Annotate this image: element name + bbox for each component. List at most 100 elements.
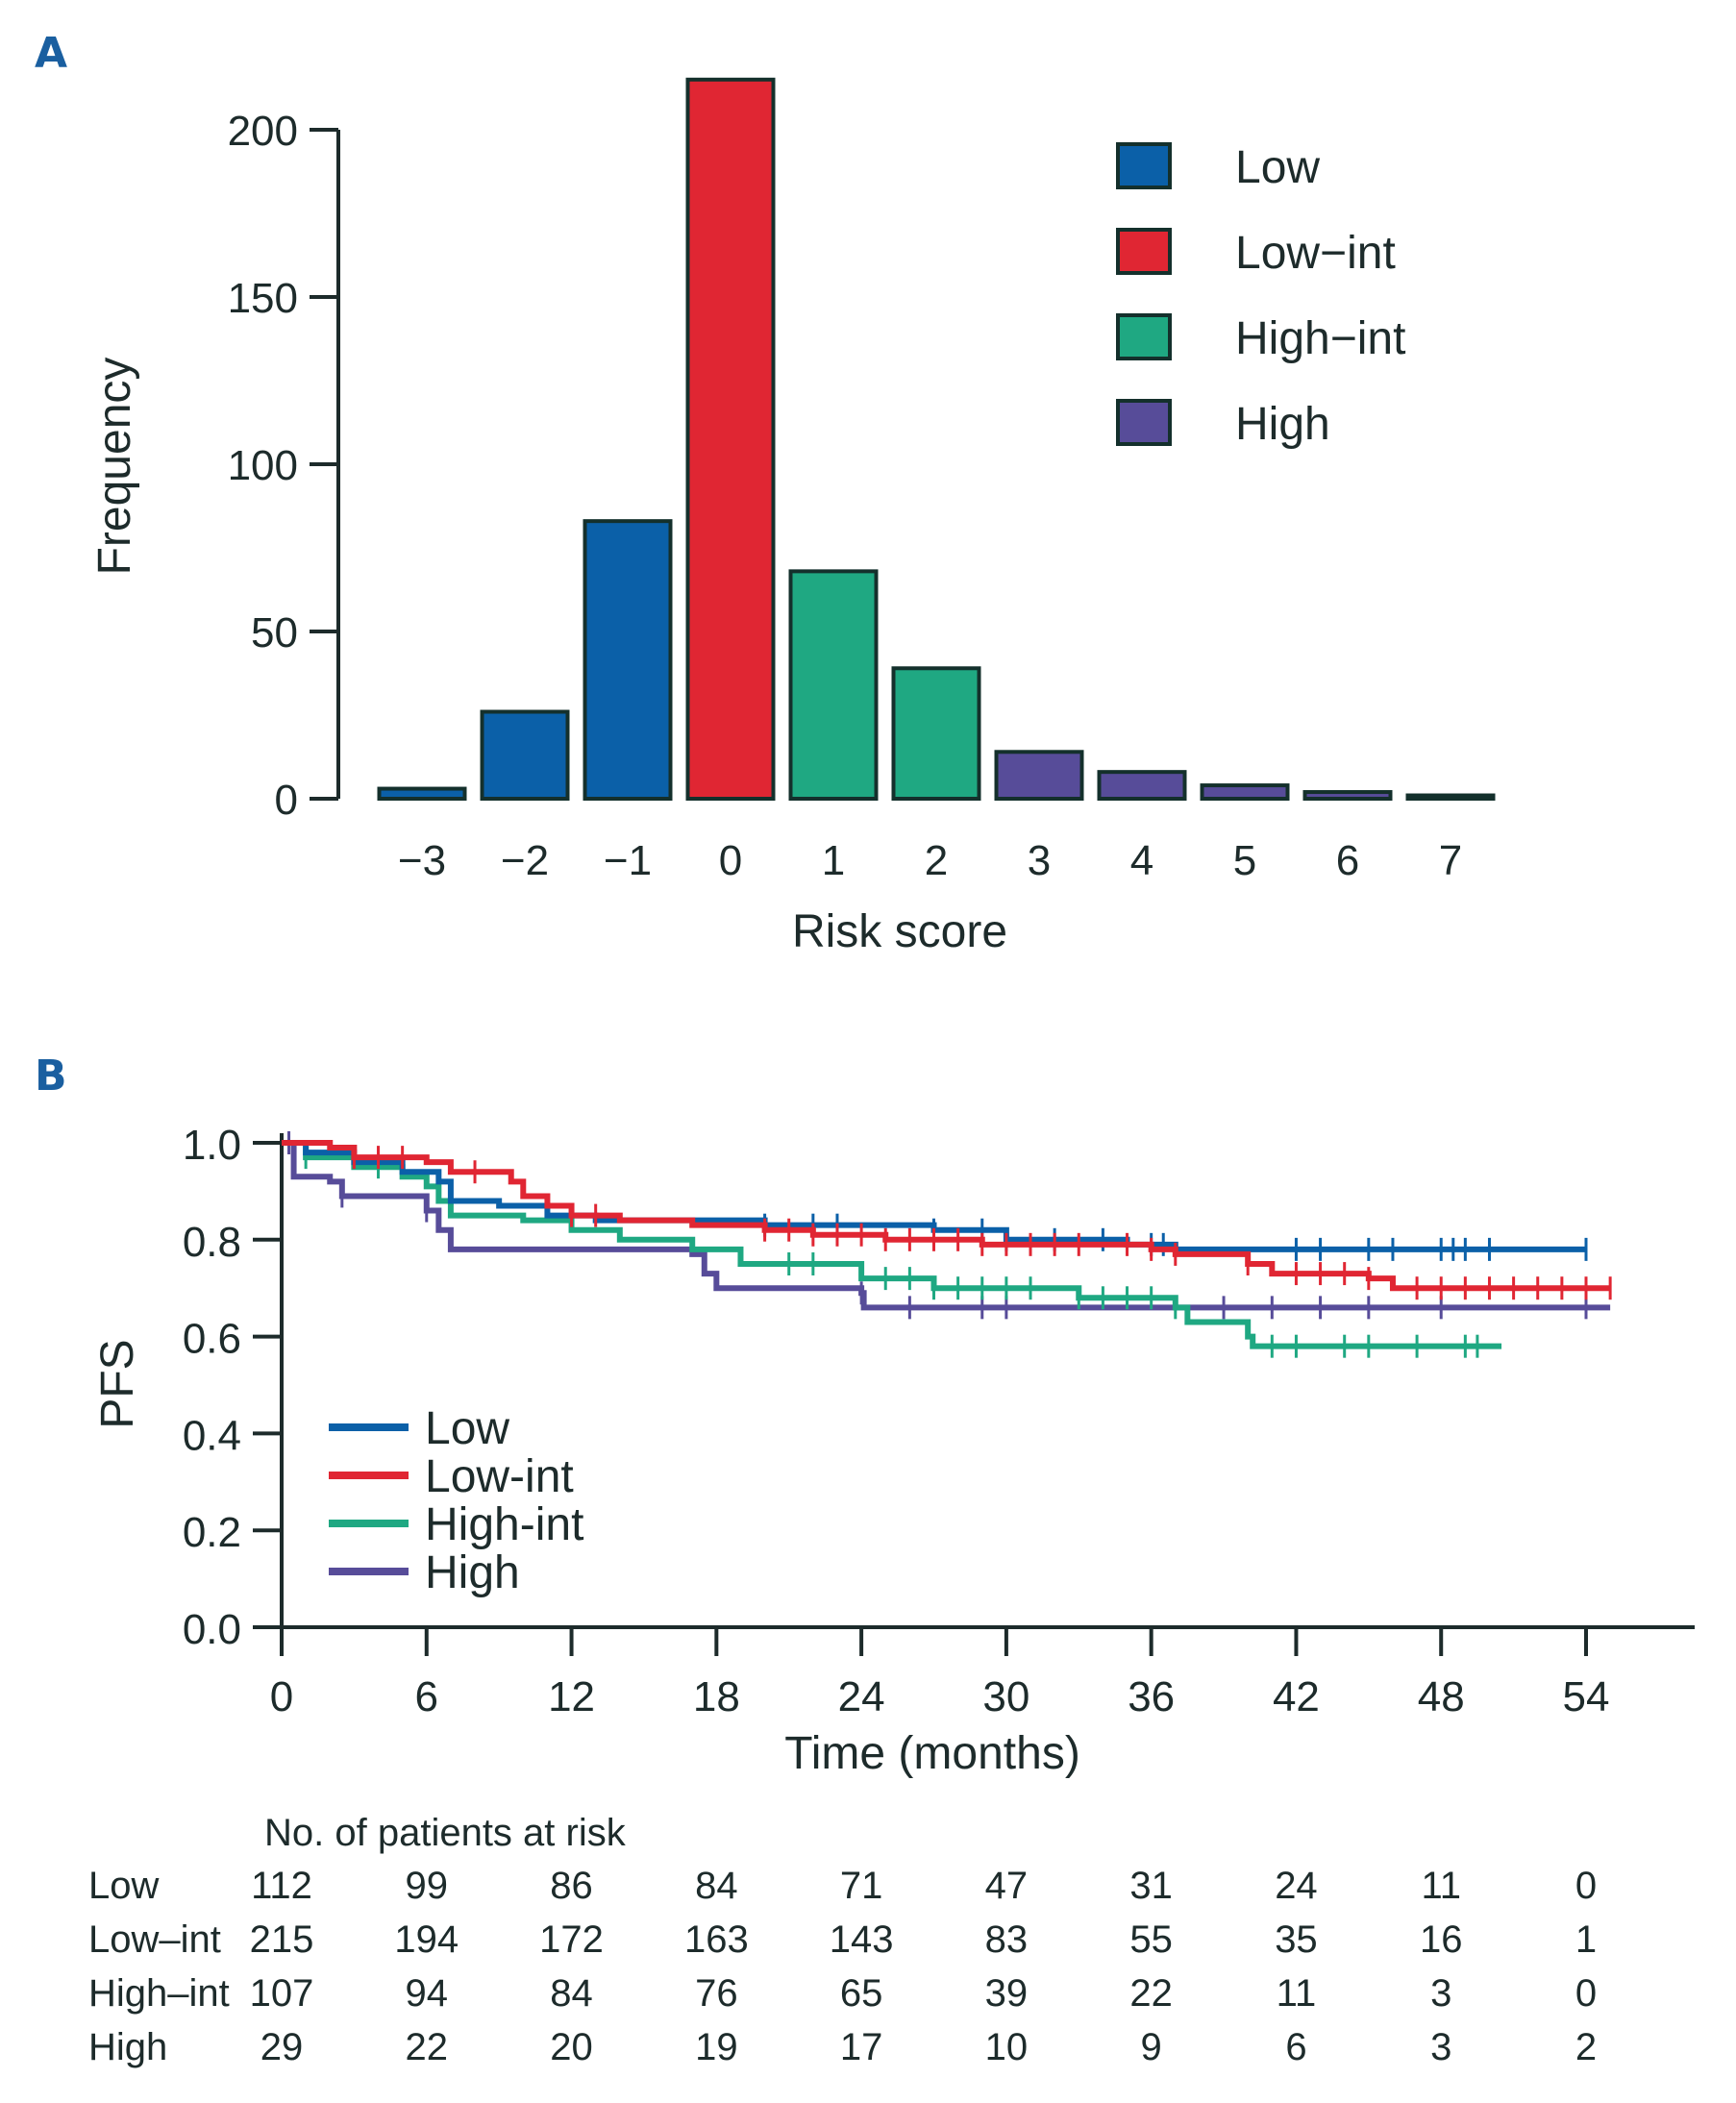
x-tick-label: −1 bbox=[604, 837, 652, 884]
risk-count: 22 bbox=[1129, 1972, 1173, 2015]
y-axis-label: Frequency bbox=[89, 358, 140, 576]
y-tick-label: 50 bbox=[251, 609, 298, 656]
legend-swatch bbox=[1116, 313, 1172, 360]
risk-count: 24 bbox=[1275, 1865, 1318, 1907]
legend-label: Low bbox=[1235, 142, 1320, 193]
risk-count: 11 bbox=[1277, 1972, 1317, 2015]
y-tick-label: 1.0 bbox=[183, 1122, 241, 1169]
x-tick-label: 2 bbox=[925, 837, 948, 884]
panel-label-b: B bbox=[35, 1052, 67, 1101]
risk-count: 0 bbox=[1575, 1972, 1597, 2015]
x-tick-label: 1 bbox=[822, 837, 845, 884]
risk-row-label: High bbox=[88, 2026, 167, 2068]
risk-row-label: High–int bbox=[88, 1972, 230, 2015]
risk-count: 84 bbox=[550, 1972, 593, 2015]
x-tick-label: 4 bbox=[1130, 837, 1153, 884]
risk-count: 29 bbox=[260, 2026, 304, 2068]
x-tick-label: 48 bbox=[1418, 1673, 1465, 1720]
risk-count: 84 bbox=[695, 1865, 738, 1907]
risk-count: 10 bbox=[985, 2026, 1029, 2068]
risk-count: 22 bbox=[406, 2026, 449, 2068]
risk-count: 19 bbox=[695, 2026, 738, 2068]
risk-count: 3 bbox=[1430, 2026, 1451, 2068]
x-tick-label: −2 bbox=[501, 837, 549, 884]
histogram-chart: Frequency Risk score 0 50 100 150 200 −3 −2 −1 0… bbox=[89, 77, 1496, 957]
risk-count: 3 bbox=[1430, 1972, 1451, 2015]
risk-count: 31 bbox=[1129, 1865, 1173, 1907]
legend-swatch bbox=[1116, 228, 1172, 275]
legend-label: Low bbox=[425, 1403, 509, 1454]
y-tick-label: 0.6 bbox=[183, 1316, 241, 1363]
risk-count: 2 bbox=[1575, 2026, 1597, 2068]
y-tick-label: 0.0 bbox=[183, 1606, 241, 1653]
risk-count: 163 bbox=[684, 1918, 749, 1961]
risk-count: 55 bbox=[1129, 1918, 1173, 1961]
bar bbox=[788, 569, 879, 801]
risk-count: 99 bbox=[406, 1865, 449, 1907]
risk-count: 39 bbox=[985, 1972, 1029, 2015]
x-tick-label: 3 bbox=[1028, 837, 1051, 884]
risk-count: 16 bbox=[1420, 1918, 1463, 1961]
bar bbox=[1405, 793, 1496, 802]
legend-label: High−int bbox=[1235, 313, 1405, 364]
panel-label-a: A bbox=[35, 29, 67, 78]
risk-table-title: No. of patients at risk bbox=[264, 1812, 627, 1854]
y-tick-label: 0.4 bbox=[183, 1412, 241, 1459]
x-tick-label: 12 bbox=[548, 1673, 595, 1720]
x-tick-label: 36 bbox=[1128, 1673, 1175, 1720]
y-tick-label: 150 bbox=[228, 275, 298, 322]
risk-count: 17 bbox=[840, 2026, 883, 2068]
legend-label: High bbox=[1235, 399, 1330, 450]
x-axis-label-time: Time (months) bbox=[784, 1728, 1080, 1779]
legend-label: High-int bbox=[425, 1499, 583, 1550]
bar bbox=[685, 77, 776, 802]
risk-count: 172 bbox=[539, 1918, 604, 1961]
bar bbox=[1097, 770, 1187, 801]
risk-row-label: Low–int bbox=[88, 1918, 221, 1961]
risk-count: 9 bbox=[1141, 2026, 1162, 2068]
bar bbox=[1302, 790, 1393, 801]
bar bbox=[1200, 783, 1290, 802]
bar bbox=[583, 519, 673, 801]
risk-count: 35 bbox=[1275, 1918, 1318, 1961]
risk-count: 11 bbox=[1421, 1865, 1461, 1907]
y-tick-label: 0.2 bbox=[183, 1509, 241, 1556]
bar bbox=[377, 786, 467, 801]
km-curve-high bbox=[282, 1140, 1611, 1311]
risk-count: 20 bbox=[550, 2026, 593, 2068]
risk-count: 6 bbox=[1285, 2026, 1306, 2068]
y-tick-label: 100 bbox=[228, 442, 298, 489]
x-tick-label: 0 bbox=[270, 1673, 293, 1720]
x-tick-label: 24 bbox=[838, 1673, 885, 1720]
risk-count: 94 bbox=[406, 1972, 449, 2015]
legend-label: High bbox=[425, 1547, 520, 1598]
bar bbox=[994, 750, 1084, 802]
legend-swatch bbox=[1116, 142, 1172, 189]
x-tick-label: 6 bbox=[415, 1673, 438, 1720]
x-tick-label: 42 bbox=[1273, 1673, 1320, 1720]
risk-count: 107 bbox=[250, 1972, 314, 2015]
km-curve-low-int bbox=[282, 1140, 1611, 1292]
risk-count: 0 bbox=[1575, 1865, 1597, 1907]
risk-count: 71 bbox=[840, 1865, 883, 1907]
risk-row-label: Low bbox=[88, 1865, 159, 1907]
x-tick-label: 30 bbox=[982, 1673, 1029, 1720]
bar bbox=[480, 709, 570, 802]
risk-count: 65 bbox=[840, 1972, 883, 2015]
risk-count: 76 bbox=[695, 1972, 738, 2015]
x-tick-label: −3 bbox=[398, 837, 446, 884]
legend-label: Low−int bbox=[1235, 228, 1396, 279]
y-tick-label: 0 bbox=[275, 777, 298, 824]
y-tick-label: 0.8 bbox=[183, 1219, 241, 1266]
risk-count: 83 bbox=[985, 1918, 1029, 1961]
x-tick-label: 54 bbox=[1563, 1673, 1610, 1720]
x-tick-label: 6 bbox=[1336, 837, 1359, 884]
risk-count: 86 bbox=[550, 1865, 593, 1907]
bar bbox=[891, 666, 981, 802]
legend-swatch bbox=[1116, 399, 1172, 446]
y-tick-label: 200 bbox=[228, 108, 298, 155]
x-tick-label: 0 bbox=[719, 837, 742, 884]
risk-count: 143 bbox=[830, 1918, 894, 1961]
risk-count: 1 bbox=[1575, 1918, 1597, 1961]
